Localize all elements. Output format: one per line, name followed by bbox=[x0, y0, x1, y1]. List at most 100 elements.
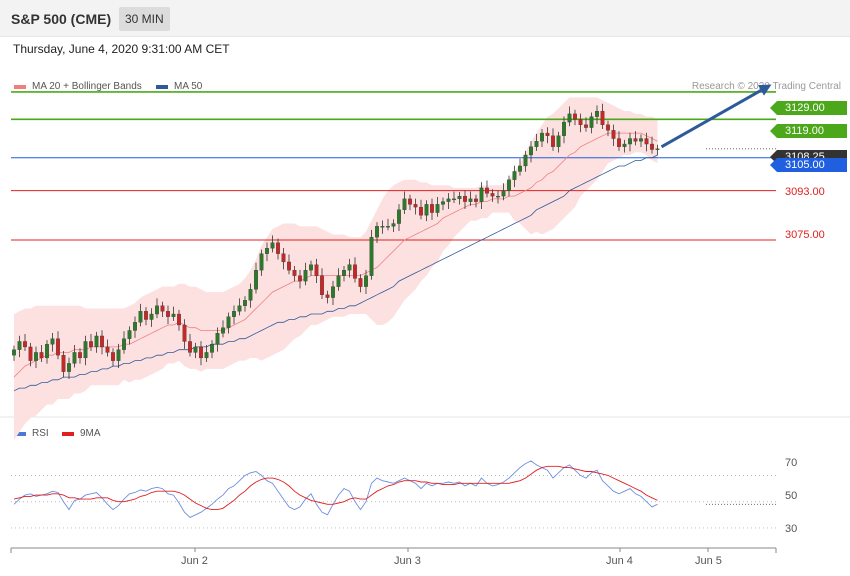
candle-body bbox=[474, 198, 478, 202]
header-bar: S&P 500 (CME) 30 MIN bbox=[0, 0, 850, 37]
candle-body bbox=[606, 124, 610, 131]
candle-body bbox=[573, 113, 577, 120]
candle bbox=[259, 249, 264, 276]
candle-body bbox=[556, 135, 561, 147]
candle bbox=[413, 198, 418, 215]
candle-body bbox=[171, 313, 176, 317]
candle-body bbox=[127, 330, 132, 339]
candle bbox=[303, 262, 308, 286]
candle-body bbox=[358, 278, 363, 287]
candle bbox=[353, 257, 357, 283]
candle bbox=[644, 132, 649, 152]
candle bbox=[380, 220, 385, 234]
candle-body bbox=[534, 141, 539, 147]
candle-body bbox=[655, 148, 660, 150]
candle-body bbox=[111, 352, 115, 361]
candle-body bbox=[61, 355, 66, 372]
candle-body bbox=[468, 198, 473, 202]
candle bbox=[221, 320, 225, 338]
candle-body bbox=[518, 165, 522, 172]
rsi-level-50: 50 bbox=[785, 490, 798, 502]
legend-ma50-swatch bbox=[156, 84, 168, 89]
candle bbox=[188, 334, 192, 357]
candle-body bbox=[490, 193, 495, 197]
candle bbox=[67, 357, 71, 380]
candle-body bbox=[441, 201, 445, 205]
candle bbox=[606, 120, 610, 137]
level-tag-3119: 3119.00 bbox=[770, 124, 847, 138]
candle bbox=[287, 254, 291, 275]
candle-body bbox=[320, 275, 324, 295]
candle bbox=[160, 301, 165, 318]
candle bbox=[270, 235, 275, 253]
candle bbox=[650, 136, 654, 154]
candle bbox=[424, 200, 429, 222]
candle-body bbox=[199, 346, 203, 359]
candle-body bbox=[221, 327, 225, 334]
candle-body bbox=[496, 195, 500, 198]
candle-body bbox=[375, 226, 379, 238]
candle bbox=[39, 345, 44, 363]
candle-body bbox=[331, 286, 335, 298]
candle bbox=[171, 306, 176, 321]
candle-body bbox=[507, 179, 511, 191]
candle-body bbox=[177, 313, 181, 326]
candle bbox=[512, 165, 517, 188]
candle bbox=[127, 326, 132, 345]
x-label-jun4: Jun 4 bbox=[606, 555, 633, 567]
candle bbox=[100, 330, 104, 355]
legend-ma20-swatch bbox=[14, 84, 26, 89]
candle-body bbox=[259, 253, 264, 271]
legend-ma20: MA 20 + Bollinger Bands bbox=[14, 81, 142, 92]
candle bbox=[567, 106, 572, 127]
candle-body bbox=[551, 135, 555, 147]
candle bbox=[490, 189, 495, 202]
candle bbox=[474, 194, 478, 208]
candle bbox=[358, 274, 363, 293]
legend-ma50-label: MA 50 bbox=[174, 81, 203, 92]
candle-body bbox=[94, 335, 99, 348]
x-label-jun2: Jun 2 bbox=[181, 555, 208, 567]
candle bbox=[111, 348, 115, 367]
candle-body bbox=[39, 352, 44, 359]
legend-rsi-ma-swatch bbox=[62, 431, 74, 436]
candle-body bbox=[155, 305, 159, 315]
candle-body bbox=[523, 154, 528, 167]
candle-body bbox=[23, 341, 27, 348]
candle-body bbox=[562, 121, 566, 136]
candle bbox=[314, 258, 319, 284]
candle bbox=[589, 112, 594, 134]
candle-body bbox=[369, 237, 374, 276]
timeframe-badge[interactable]: 30 MIN bbox=[119, 7, 170, 31]
candle-body bbox=[485, 187, 489, 194]
candle-body bbox=[292, 270, 297, 276]
candle bbox=[479, 182, 484, 210]
candle-body bbox=[270, 242, 275, 249]
candlestick-series bbox=[12, 103, 660, 380]
candle bbox=[391, 219, 396, 233]
candle-body bbox=[254, 270, 258, 290]
candle-body bbox=[639, 138, 643, 142]
candle-body bbox=[243, 300, 247, 306]
candle bbox=[23, 334, 27, 352]
candle bbox=[292, 266, 297, 282]
candle-body bbox=[303, 270, 308, 282]
candle bbox=[105, 339, 110, 357]
legend-rsi-label: RSI bbox=[32, 428, 49, 439]
candle bbox=[463, 190, 467, 210]
level-tag-3129: 3129.00 bbox=[770, 101, 847, 115]
candle bbox=[72, 345, 77, 368]
candle bbox=[78, 348, 82, 364]
candle bbox=[133, 316, 137, 338]
candle bbox=[325, 290, 330, 304]
candle bbox=[633, 131, 638, 146]
candle-body bbox=[353, 264, 357, 279]
ma50-line bbox=[13, 154, 658, 392]
candle-body bbox=[287, 261, 291, 271]
x-axis bbox=[10, 547, 777, 553]
rsi-level-70: 70 bbox=[785, 457, 798, 469]
candle-body bbox=[336, 275, 341, 287]
candle bbox=[468, 191, 473, 206]
candle-body bbox=[17, 341, 22, 350]
